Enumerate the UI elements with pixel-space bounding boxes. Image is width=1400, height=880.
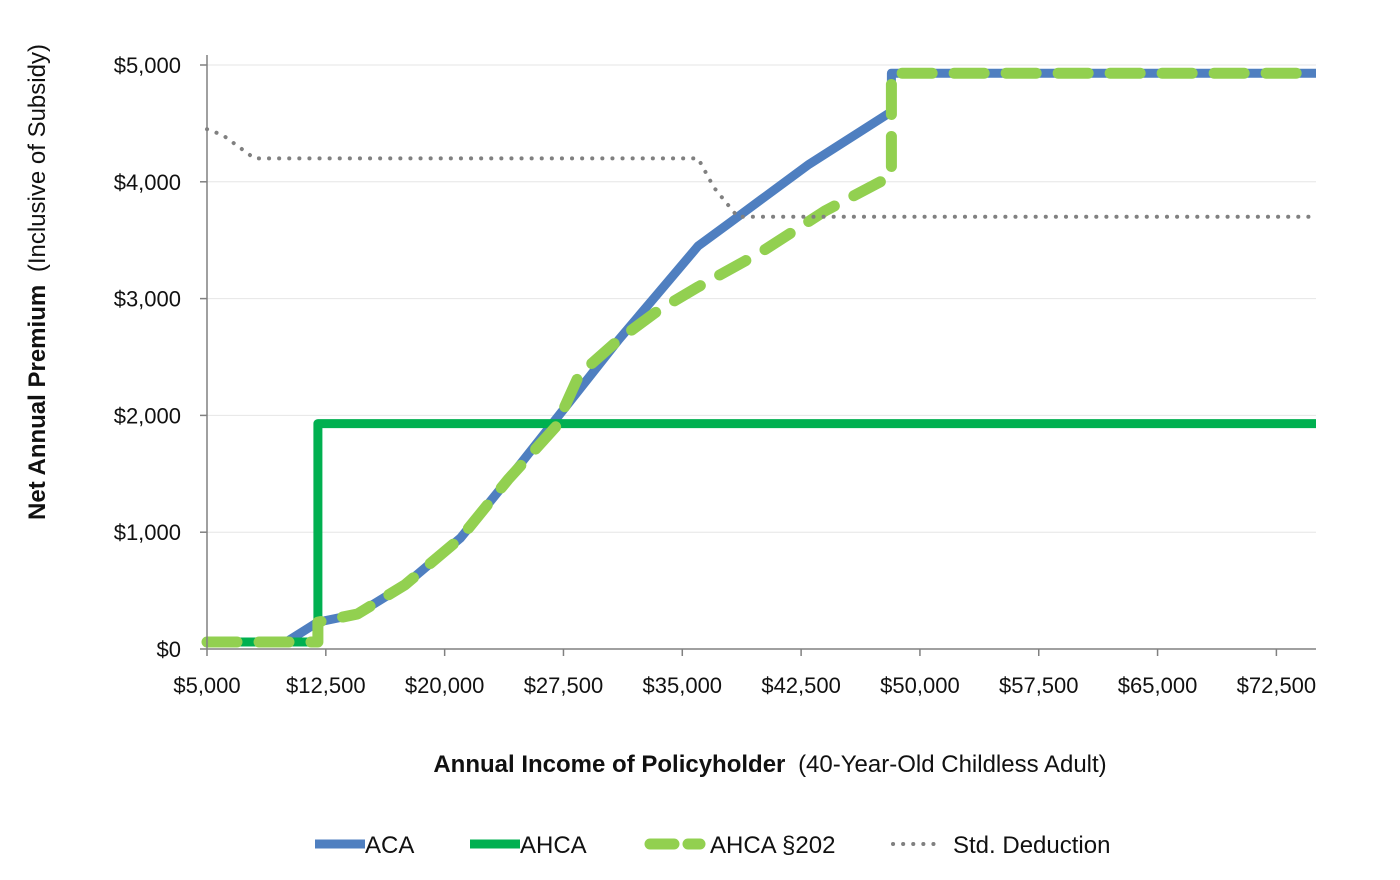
x-tick-label: $5,000	[173, 673, 240, 698]
gridlines	[207, 64, 1316, 533]
y-tick-label: $5,000	[114, 53, 181, 78]
x-tick-label: $20,000	[405, 673, 485, 698]
y-tick-label: $0	[157, 637, 181, 662]
y-axis-title-light: (Inclusive of Subsidy)	[24, 44, 51, 272]
y-tick-label: $3,000	[114, 287, 181, 312]
x-axis-title-light: (40-Year-Old Childless Adult)	[798, 751, 1107, 778]
x-tick-label: $65,000	[1118, 673, 1198, 698]
legend-label: ACA	[365, 832, 414, 859]
series-line-ahca-202	[201, 67, 1322, 648]
x-tick-label: $57,500	[999, 673, 1079, 698]
x-tick-label: $27,500	[524, 673, 604, 698]
x-tick-label: $12,500	[286, 673, 366, 698]
x-tick-label: $42,500	[761, 673, 841, 698]
axes	[206, 55, 1316, 650]
x-tick-label: $72,500	[1237, 673, 1317, 698]
y-axis-title-bold: Net Annual Premium	[24, 285, 51, 520]
y-axis-title: Net Annual Premium (Inclusive of Subsidy…	[24, 44, 51, 520]
legend: ACA AHCA AHCA §202 Std. Deduction	[315, 832, 1110, 859]
y-tick-label: $2,000	[114, 403, 181, 428]
x-axis-title: Annual Income of Policyholder (40-Year-O…	[433, 751, 1106, 778]
x-axis-title-bold: Annual Income of Policyholder	[433, 751, 785, 778]
series-line-aca	[207, 68, 1316, 647]
y-tick-label: $4,000	[114, 170, 181, 195]
legend-label: AHCA §202	[710, 832, 835, 859]
x-tick-label: $35,000	[643, 673, 723, 698]
legend-label: Std. Deduction	[953, 832, 1110, 859]
y-tick-label: $1,000	[114, 520, 181, 545]
x-tick-label: $50,000	[880, 673, 960, 698]
series-lines	[201, 67, 1322, 648]
tick-labels: $0 $1,000 $2,000 $3,000 $4,000 $5,000 $5,000 $1…	[114, 53, 1316, 698]
legend-label: AHCA	[520, 832, 587, 859]
